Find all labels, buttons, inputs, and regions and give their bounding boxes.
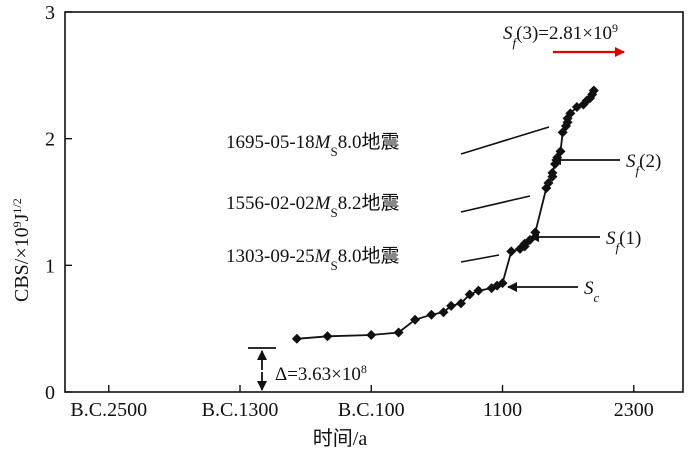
eq-1695-ms: 8.0 bbox=[338, 132, 362, 153]
y-axis-title-unit: J bbox=[11, 213, 33, 221]
data-point bbox=[410, 314, 421, 325]
data-point bbox=[473, 285, 484, 296]
x-tick-label: B.C.100 bbox=[338, 399, 405, 421]
series-points bbox=[291, 85, 599, 344]
eq-1303-suffix: 地震 bbox=[361, 245, 399, 267]
x-axis-title: 时间/a bbox=[313, 427, 368, 450]
eq-1556-s: S bbox=[330, 205, 337, 220]
data-point bbox=[455, 298, 466, 309]
sf2-s: S bbox=[626, 151, 636, 172]
eq-1303-m: M bbox=[314, 246, 332, 267]
sf1-sub: f bbox=[616, 240, 622, 255]
sf3-text: (3)=2.81×10 bbox=[516, 23, 612, 44]
eq-1303-leader bbox=[460, 254, 500, 263]
sf1-text: (1) bbox=[619, 228, 641, 249]
delta-sup: 8 bbox=[361, 362, 367, 376]
y-tick-label: 3 bbox=[45, 2, 55, 24]
sf3-sub: f bbox=[513, 35, 519, 50]
eq-1695-date: 1695-05-18 bbox=[226, 132, 315, 153]
data-point bbox=[393, 327, 404, 338]
x-tick-label: B.C.2500 bbox=[70, 399, 147, 421]
y-axis-title-main: CBS/×10 bbox=[11, 227, 33, 302]
eq-1556-m: M bbox=[314, 193, 332, 214]
eq-1303-label: 1303-09-25MS8.0地震 bbox=[226, 245, 399, 273]
plot-frame bbox=[64, 11, 684, 393]
x-tick-label: 1100 bbox=[483, 399, 522, 421]
x-tick-label: 2300 bbox=[614, 399, 654, 421]
y-axis-ticks: 0 1 2 3 bbox=[45, 2, 72, 404]
eq-1556-label: 1556-02-02MS8.2地震 bbox=[226, 192, 399, 220]
y-tick-label: 2 bbox=[45, 129, 55, 151]
eq-1556-date: 1556-02-02 bbox=[226, 193, 315, 214]
data-point bbox=[322, 331, 333, 342]
eq-1695-leader bbox=[460, 126, 550, 155]
eq-1695-m: M bbox=[314, 132, 332, 153]
data-point bbox=[464, 289, 475, 300]
data-point bbox=[588, 85, 599, 96]
data-point bbox=[555, 146, 566, 157]
data-point bbox=[497, 278, 508, 289]
y-tick-label: 1 bbox=[45, 255, 55, 277]
eq-1303-date: 1303-09-25 bbox=[226, 246, 315, 267]
sf2-text: (2) bbox=[639, 151, 661, 172]
sc-label: Sc bbox=[584, 278, 600, 305]
sf3-label: Sf(3)=2.81×109 bbox=[503, 21, 618, 50]
sf3-s: S bbox=[503, 23, 513, 44]
sf1-s: S bbox=[606, 228, 616, 249]
eq-1695-suffix: 地震 bbox=[361, 131, 399, 153]
eq-1556-leader bbox=[460, 195, 531, 213]
eq-1556-suffix: 地震 bbox=[361, 192, 399, 214]
data-point bbox=[446, 300, 457, 311]
data-point bbox=[506, 246, 517, 257]
data-point bbox=[565, 108, 576, 119]
data-point bbox=[426, 309, 437, 320]
eq-1303-s: S bbox=[330, 258, 337, 273]
sf1-label: Sf(1) bbox=[606, 228, 641, 255]
eq-1695-label: 1695-05-18MS8.0地震 bbox=[226, 131, 399, 159]
y-tick-label: 0 bbox=[45, 382, 55, 404]
data-point bbox=[366, 330, 377, 340]
sf2-sub: f bbox=[636, 163, 642, 178]
series-line bbox=[296, 90, 595, 340]
x-tick-label: B.C.1300 bbox=[202, 399, 279, 421]
sc-sub: c bbox=[594, 290, 600, 305]
eq-1695-s: S bbox=[330, 144, 337, 159]
eq-1303-ms: 8.0 bbox=[338, 246, 362, 267]
delta-text: Δ=3.63×10 bbox=[275, 364, 361, 385]
data-point bbox=[291, 333, 302, 344]
data-point bbox=[438, 307, 449, 318]
x-axis-ticks: B.C.2500 B.C.1300 B.C.100 1100 2300 bbox=[70, 385, 654, 421]
sc-s: S bbox=[584, 278, 594, 299]
data-point bbox=[543, 178, 554, 188]
delta-label: Δ=3.63×108 bbox=[275, 362, 367, 385]
sf2-label: Sf(2) bbox=[626, 151, 661, 178]
y-axis-title-exp2: 1/2 bbox=[10, 198, 24, 213]
data-point bbox=[547, 167, 558, 178]
y-axis-title-exp1: 9 bbox=[10, 221, 24, 227]
sf3-sup: 9 bbox=[612, 21, 618, 35]
y-axis-title: CBS/×109J1/2 bbox=[10, 198, 33, 302]
eq-1556-ms: 8.2 bbox=[338, 193, 362, 214]
data-point bbox=[557, 127, 568, 138]
